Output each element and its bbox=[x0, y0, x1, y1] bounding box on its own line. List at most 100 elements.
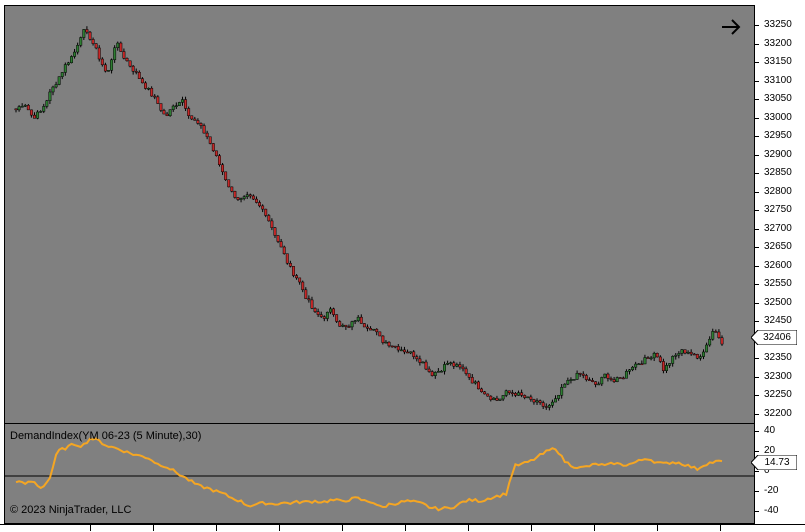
indicator-tick-mark bbox=[755, 431, 759, 432]
candle bbox=[600, 376, 604, 387]
candle bbox=[316, 308, 320, 317]
candle bbox=[251, 194, 255, 200]
price-tick-mark bbox=[755, 80, 759, 82]
candle bbox=[606, 372, 610, 382]
candle bbox=[14, 108, 18, 113]
time-tick-mark bbox=[279, 525, 280, 531]
candle bbox=[581, 371, 585, 379]
demand-index-line bbox=[15, 437, 723, 512]
candle bbox=[665, 362, 668, 374]
candle bbox=[649, 355, 653, 361]
candle bbox=[677, 351, 681, 359]
candle bbox=[218, 154, 221, 167]
indicator-tick-mark bbox=[755, 451, 759, 452]
time-tick-mark bbox=[594, 525, 595, 531]
candle bbox=[668, 363, 672, 368]
candle bbox=[224, 171, 228, 181]
candle bbox=[301, 280, 305, 293]
indicator-tick-label: 40 bbox=[764, 425, 776, 436]
candle bbox=[572, 379, 576, 381]
candle bbox=[640, 360, 644, 366]
candle bbox=[26, 103, 30, 111]
price-tick-mark bbox=[755, 376, 759, 378]
candle bbox=[177, 101, 181, 106]
price-tick-mark bbox=[755, 99, 759, 100]
price-tick-label: 32700 bbox=[764, 222, 792, 234]
candle bbox=[628, 369, 631, 375]
price-tick-label: 33150 bbox=[764, 56, 792, 67]
price-axis[interactable]: 33250 33200 33150 33100 33050 33000 32950 32900… bbox=[755, 5, 805, 424]
candle bbox=[298, 277, 302, 285]
candle bbox=[359, 314, 363, 324]
candle bbox=[507, 390, 511, 395]
price-tick-mark bbox=[755, 173, 759, 174]
candle bbox=[174, 102, 178, 109]
candle bbox=[705, 342, 709, 353]
candle bbox=[378, 331, 382, 337]
candle bbox=[544, 403, 548, 410]
candle bbox=[97, 45, 101, 62]
candle bbox=[421, 361, 425, 364]
candle bbox=[597, 381, 601, 386]
price-tick-label: 32350 bbox=[764, 352, 792, 363]
candle bbox=[113, 45, 117, 63]
candle bbox=[415, 354, 419, 362]
indicator-panel[interactable] bbox=[4, 423, 755, 524]
candle bbox=[557, 394, 561, 401]
candle bbox=[267, 214, 271, 222]
candle bbox=[372, 328, 376, 331]
candle bbox=[396, 343, 400, 353]
candle bbox=[473, 380, 477, 385]
candle bbox=[116, 41, 120, 51]
indicator-tick-label: -40 bbox=[764, 505, 779, 516]
candle bbox=[661, 358, 665, 374]
price-tick-mark bbox=[755, 25, 759, 26]
candle bbox=[350, 320, 354, 331]
candle bbox=[344, 324, 348, 330]
candle bbox=[233, 190, 237, 199]
candle bbox=[33, 112, 36, 119]
indicator-title: DemandIndex(YM 06-23 (5 Minute),30) bbox=[10, 430, 202, 442]
candle bbox=[554, 395, 557, 403]
candle bbox=[128, 60, 132, 68]
candle bbox=[107, 70, 110, 72]
candle bbox=[520, 389, 524, 398]
candle bbox=[196, 118, 200, 125]
indicator-axis[interactable]: 40 20 0 -20 -40 bbox=[755, 423, 805, 524]
candle bbox=[655, 352, 659, 358]
arrow-right-icon[interactable] bbox=[720, 17, 742, 37]
time-axis[interactable] bbox=[0, 524, 805, 532]
candle bbox=[409, 351, 413, 355]
candle bbox=[652, 351, 656, 362]
candle bbox=[42, 103, 46, 114]
price-tick-mark bbox=[755, 247, 759, 248]
candle bbox=[443, 361, 446, 375]
indicator-marker-shape bbox=[751, 455, 797, 470]
price-tick-label: 32650 bbox=[764, 241, 792, 252]
candle bbox=[393, 345, 397, 349]
candle bbox=[341, 323, 345, 328]
candle bbox=[156, 95, 160, 104]
candle bbox=[29, 109, 33, 118]
price-marker-shape bbox=[751, 330, 797, 345]
candle bbox=[566, 377, 570, 386]
candle bbox=[714, 329, 718, 333]
price-tick-mark bbox=[755, 321, 759, 322]
candle bbox=[147, 87, 151, 91]
price-tick-label: 32550 bbox=[764, 278, 792, 289]
candle bbox=[458, 361, 462, 370]
candle bbox=[76, 42, 80, 55]
candle bbox=[245, 191, 249, 200]
candle bbox=[467, 373, 471, 381]
price-panel[interactable] bbox=[4, 5, 755, 424]
candle bbox=[591, 377, 594, 383]
candle bbox=[674, 352, 678, 360]
indicator-tick-label: 20 bbox=[764, 445, 776, 456]
candle bbox=[313, 307, 317, 314]
candle bbox=[455, 362, 459, 368]
candle bbox=[307, 295, 311, 303]
candle bbox=[353, 319, 357, 325]
candle bbox=[193, 116, 197, 121]
candle bbox=[279, 238, 283, 248]
candle bbox=[187, 106, 191, 119]
